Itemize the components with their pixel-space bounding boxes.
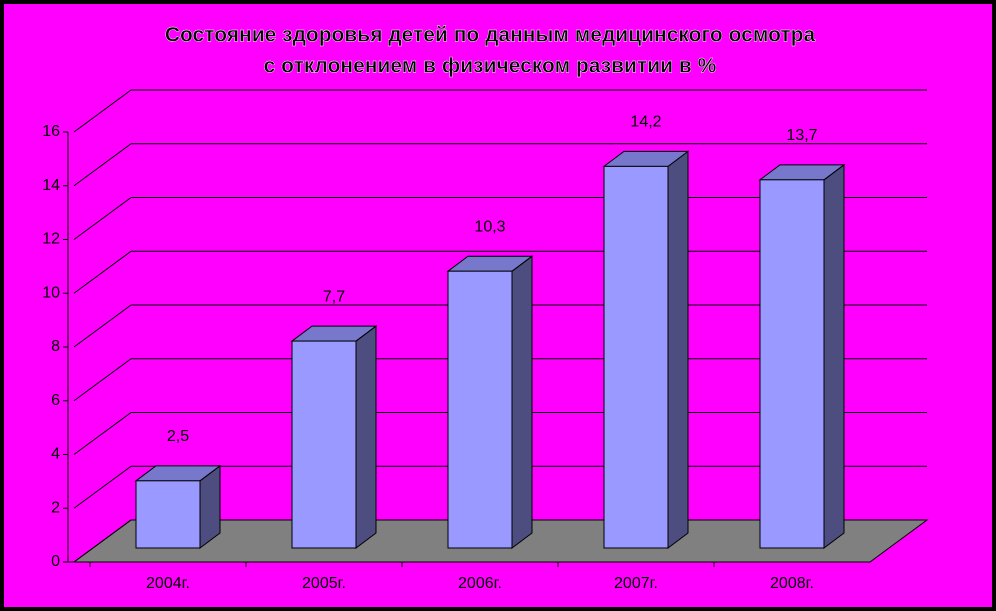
grid-line [73, 519, 132, 563]
y-tick-label: 10 [42, 284, 60, 301]
y-tick-label: 16 [42, 123, 60, 140]
bar-side [823, 163, 845, 549]
value-label: 13,7 [786, 127, 817, 144]
grid-line [73, 143, 132, 187]
value-label: 10,3 [474, 218, 505, 235]
x-tick-label: 2007г. [614, 575, 658, 592]
value-label: 7,7 [323, 288, 345, 305]
value-label: 2,5 [167, 428, 189, 445]
y-tick-label: 12 [42, 231, 60, 248]
grid-line [73, 89, 132, 133]
y-tick-label: 2 [51, 499, 60, 516]
bar [447, 270, 513, 549]
y-tick-label: 6 [51, 392, 60, 409]
y-tick-label: 4 [51, 446, 60, 463]
bar-side [667, 150, 689, 549]
grid-line [73, 197, 132, 240]
x-tick-label: 2004г. [146, 575, 190, 592]
grid-line [73, 304, 132, 348]
grid-line [73, 250, 132, 294]
bar [291, 340, 357, 549]
bar [759, 179, 825, 549]
chart-title: Состояние здоровья детей по данным медиц… [165, 24, 816, 47]
y-tick-label: 14 [42, 177, 60, 194]
grid-line [73, 465, 132, 509]
bar-side [355, 325, 377, 549]
grid-line [73, 358, 132, 402]
x-tick-label: 2005г. [302, 575, 346, 592]
x-tick-label: 2008г. [770, 575, 814, 592]
value-label: 14,2 [630, 114, 661, 131]
y-tick-label: 0 [51, 553, 60, 570]
x-tick-label: 2006г. [458, 575, 502, 592]
chart-title: с отклонением в физическом развитии в % [264, 55, 717, 78]
bar-side [511, 255, 533, 549]
y-tick-label: 8 [51, 338, 60, 355]
grid-line [73, 412, 132, 455]
bar [135, 480, 201, 549]
bar [603, 165, 669, 549]
